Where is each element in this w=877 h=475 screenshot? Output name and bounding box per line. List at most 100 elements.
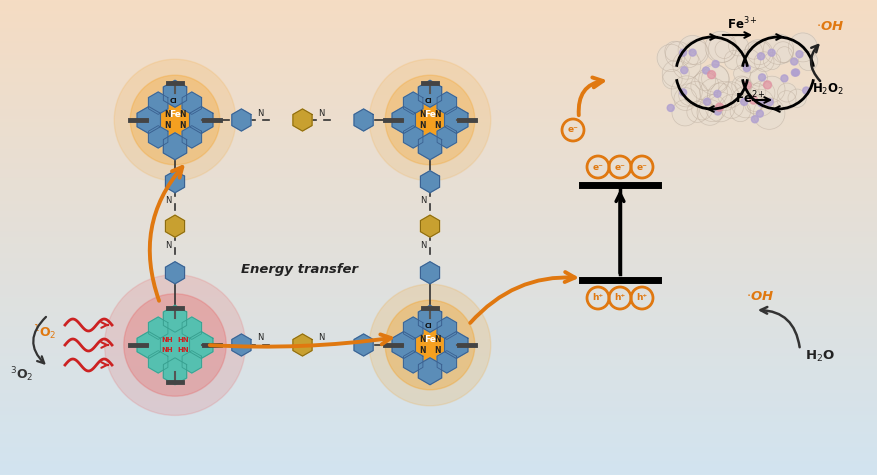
Polygon shape (189, 106, 213, 133)
Circle shape (678, 36, 707, 65)
Polygon shape (163, 358, 187, 385)
Polygon shape (418, 80, 442, 107)
Circle shape (709, 35, 737, 62)
Circle shape (679, 84, 701, 105)
Circle shape (695, 70, 716, 91)
Polygon shape (137, 106, 160, 133)
Text: e⁻: e⁻ (615, 162, 625, 171)
Text: h⁺: h⁺ (637, 294, 647, 303)
Text: Fe: Fe (424, 335, 436, 344)
Text: N: N (257, 108, 264, 117)
Circle shape (745, 42, 762, 59)
Circle shape (714, 90, 721, 97)
Polygon shape (163, 133, 187, 160)
Polygon shape (232, 109, 251, 131)
Text: N: N (164, 110, 171, 119)
Text: e⁻: e⁻ (637, 162, 647, 171)
Circle shape (796, 51, 803, 57)
Circle shape (758, 53, 765, 60)
Circle shape (768, 49, 775, 56)
Text: Fe$^{2+}$: Fe$^{2+}$ (735, 89, 766, 106)
Circle shape (735, 77, 752, 93)
Circle shape (793, 69, 800, 76)
Circle shape (369, 284, 491, 406)
Polygon shape (182, 125, 202, 148)
Polygon shape (232, 334, 251, 356)
Circle shape (758, 100, 765, 107)
Circle shape (662, 60, 689, 87)
Circle shape (703, 98, 710, 105)
Polygon shape (137, 332, 160, 359)
Text: Cl: Cl (424, 323, 432, 329)
Polygon shape (403, 317, 423, 340)
Circle shape (705, 31, 737, 63)
Circle shape (717, 82, 744, 107)
Text: e⁻: e⁻ (567, 125, 579, 134)
Circle shape (729, 36, 748, 56)
Polygon shape (420, 171, 439, 193)
Circle shape (708, 83, 732, 108)
Circle shape (724, 50, 744, 70)
Text: $^1$O$_2$: $^1$O$_2$ (33, 323, 57, 342)
Text: $^3$O$_2$: $^3$O$_2$ (11, 366, 33, 384)
Circle shape (114, 59, 236, 181)
Text: N: N (179, 121, 186, 130)
Polygon shape (166, 262, 184, 284)
Circle shape (691, 72, 719, 100)
Circle shape (657, 44, 684, 72)
Circle shape (781, 75, 788, 82)
Circle shape (709, 81, 739, 111)
Text: Fe: Fe (169, 110, 181, 119)
Circle shape (788, 89, 806, 107)
Circle shape (672, 100, 698, 126)
Polygon shape (420, 262, 439, 284)
Text: h⁺: h⁺ (615, 294, 625, 303)
Polygon shape (148, 317, 168, 340)
Circle shape (665, 41, 685, 61)
Text: NH: NH (161, 337, 173, 342)
Circle shape (731, 86, 762, 118)
Polygon shape (445, 106, 467, 133)
Circle shape (776, 47, 793, 63)
Circle shape (385, 75, 474, 165)
Circle shape (104, 275, 246, 416)
Circle shape (673, 51, 701, 79)
Text: N: N (434, 346, 440, 355)
Text: HN: HN (177, 337, 189, 342)
Polygon shape (148, 92, 168, 114)
Circle shape (712, 60, 719, 67)
Circle shape (764, 52, 781, 70)
Circle shape (680, 49, 687, 56)
Text: N: N (179, 110, 186, 119)
Text: H$_2$O$_2$: H$_2$O$_2$ (812, 82, 844, 97)
Polygon shape (163, 305, 187, 332)
Polygon shape (148, 351, 168, 373)
Text: N: N (419, 110, 426, 119)
Circle shape (705, 92, 735, 122)
Text: Cl: Cl (169, 98, 177, 104)
Circle shape (752, 116, 759, 123)
Text: N: N (318, 333, 324, 342)
Circle shape (746, 95, 764, 112)
Circle shape (124, 294, 226, 396)
Circle shape (680, 89, 687, 96)
Polygon shape (437, 92, 457, 114)
Polygon shape (354, 334, 373, 356)
Polygon shape (420, 215, 439, 237)
Polygon shape (392, 332, 416, 359)
Text: N: N (434, 121, 440, 130)
Circle shape (743, 81, 752, 89)
Text: N: N (165, 196, 171, 205)
Circle shape (734, 65, 751, 82)
Circle shape (715, 40, 733, 58)
Circle shape (731, 76, 752, 95)
Polygon shape (403, 92, 423, 114)
Circle shape (788, 33, 817, 62)
Polygon shape (403, 125, 423, 148)
Text: N: N (419, 346, 426, 355)
Circle shape (716, 103, 724, 111)
Circle shape (699, 64, 730, 95)
Text: N: N (419, 335, 426, 344)
Polygon shape (293, 334, 312, 356)
Circle shape (741, 98, 748, 105)
